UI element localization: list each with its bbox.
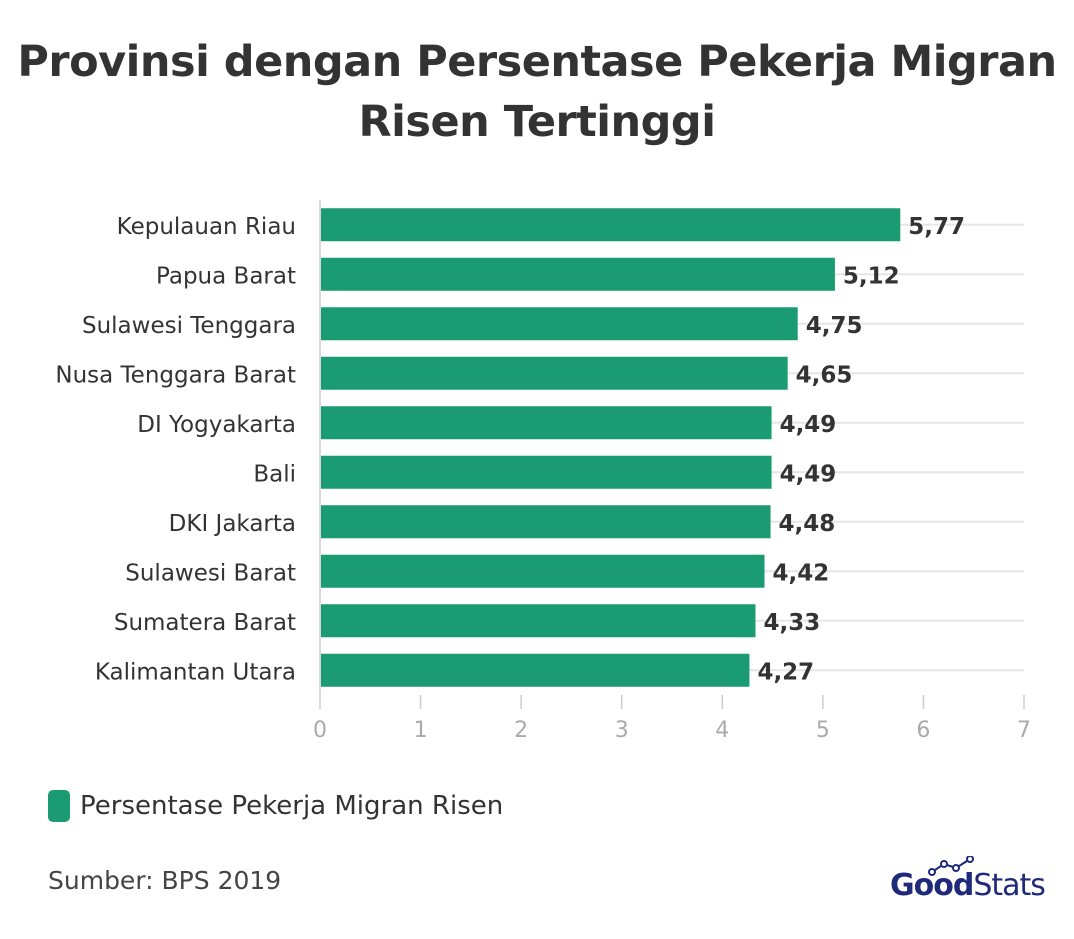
- x-tick-label: 1: [414, 718, 428, 743]
- logo-chart-mark-icon: [928, 856, 974, 876]
- x-tick-label: 4: [715, 718, 729, 743]
- category-label: DKI Jakarta: [169, 511, 296, 537]
- bar: [321, 406, 772, 440]
- category-label: Sumatera Barat: [114, 610, 296, 636]
- value-label: 4,49: [780, 412, 837, 438]
- x-tick-label: 0: [313, 718, 327, 743]
- x-tick-label: 3: [615, 718, 629, 743]
- bar: [321, 356, 788, 390]
- legend-swatch: [48, 790, 70, 822]
- value-label: 4,65: [796, 362, 853, 388]
- legend: Persentase Pekerja Migran Risen: [48, 790, 503, 822]
- legend-label: Persentase Pekerja Migran Risen: [80, 791, 504, 821]
- value-label: 4,49: [780, 461, 837, 487]
- x-tick-label: 2: [514, 718, 528, 743]
- bar-chart: 0 1 2 3 4 5 6 7 Kepulauan Riau 5,77 Papua Barat 5,1…: [55, 200, 1031, 743]
- category-label: Sulawesi Barat: [125, 560, 296, 586]
- chart-title: Provinsi dengan Persentase Pekerja Migra…: [0, 32, 1074, 152]
- category-label: Kalimantan Utara: [95, 659, 296, 685]
- value-label: 4,48: [779, 511, 836, 537]
- source-note: Sumber: BPS 2019: [48, 866, 282, 895]
- category-label: DI Yogyakarta: [137, 412, 296, 438]
- chart-title-line-2: Risen Tertinggi: [358, 97, 716, 147]
- bar: [321, 653, 750, 687]
- category-label: Sulawesi Tenggara: [82, 313, 296, 339]
- bar: [321, 257, 835, 291]
- logo-part-stats: Stats: [973, 868, 1046, 903]
- bar: [321, 455, 772, 489]
- category-label: Kepulauan Riau: [117, 214, 296, 240]
- bar: [321, 505, 771, 539]
- goodstats-logo: Good Stats: [890, 856, 1046, 903]
- bar: [321, 554, 765, 588]
- value-label: 5,77: [908, 214, 965, 240]
- x-tick-label: 7: [1017, 718, 1031, 743]
- value-label: 4,27: [757, 659, 814, 685]
- x-tick-label: 6: [916, 718, 930, 743]
- value-label: 4,42: [773, 560, 830, 586]
- value-label: 4,75: [806, 313, 863, 339]
- chart-title-line-1: Provinsi dengan Persentase Pekerja Migra…: [17, 37, 1057, 87]
- category-label: Nusa Tenggara Barat: [55, 362, 296, 388]
- x-tick-label: 5: [816, 718, 830, 743]
- bar: [321, 604, 756, 638]
- bar: [321, 307, 798, 341]
- category-label: Bali: [253, 461, 296, 487]
- category-label: Papua Barat: [156, 263, 296, 289]
- bar: [321, 208, 901, 242]
- value-label: 4,33: [763, 610, 820, 636]
- value-label: 5,12: [843, 263, 900, 289]
